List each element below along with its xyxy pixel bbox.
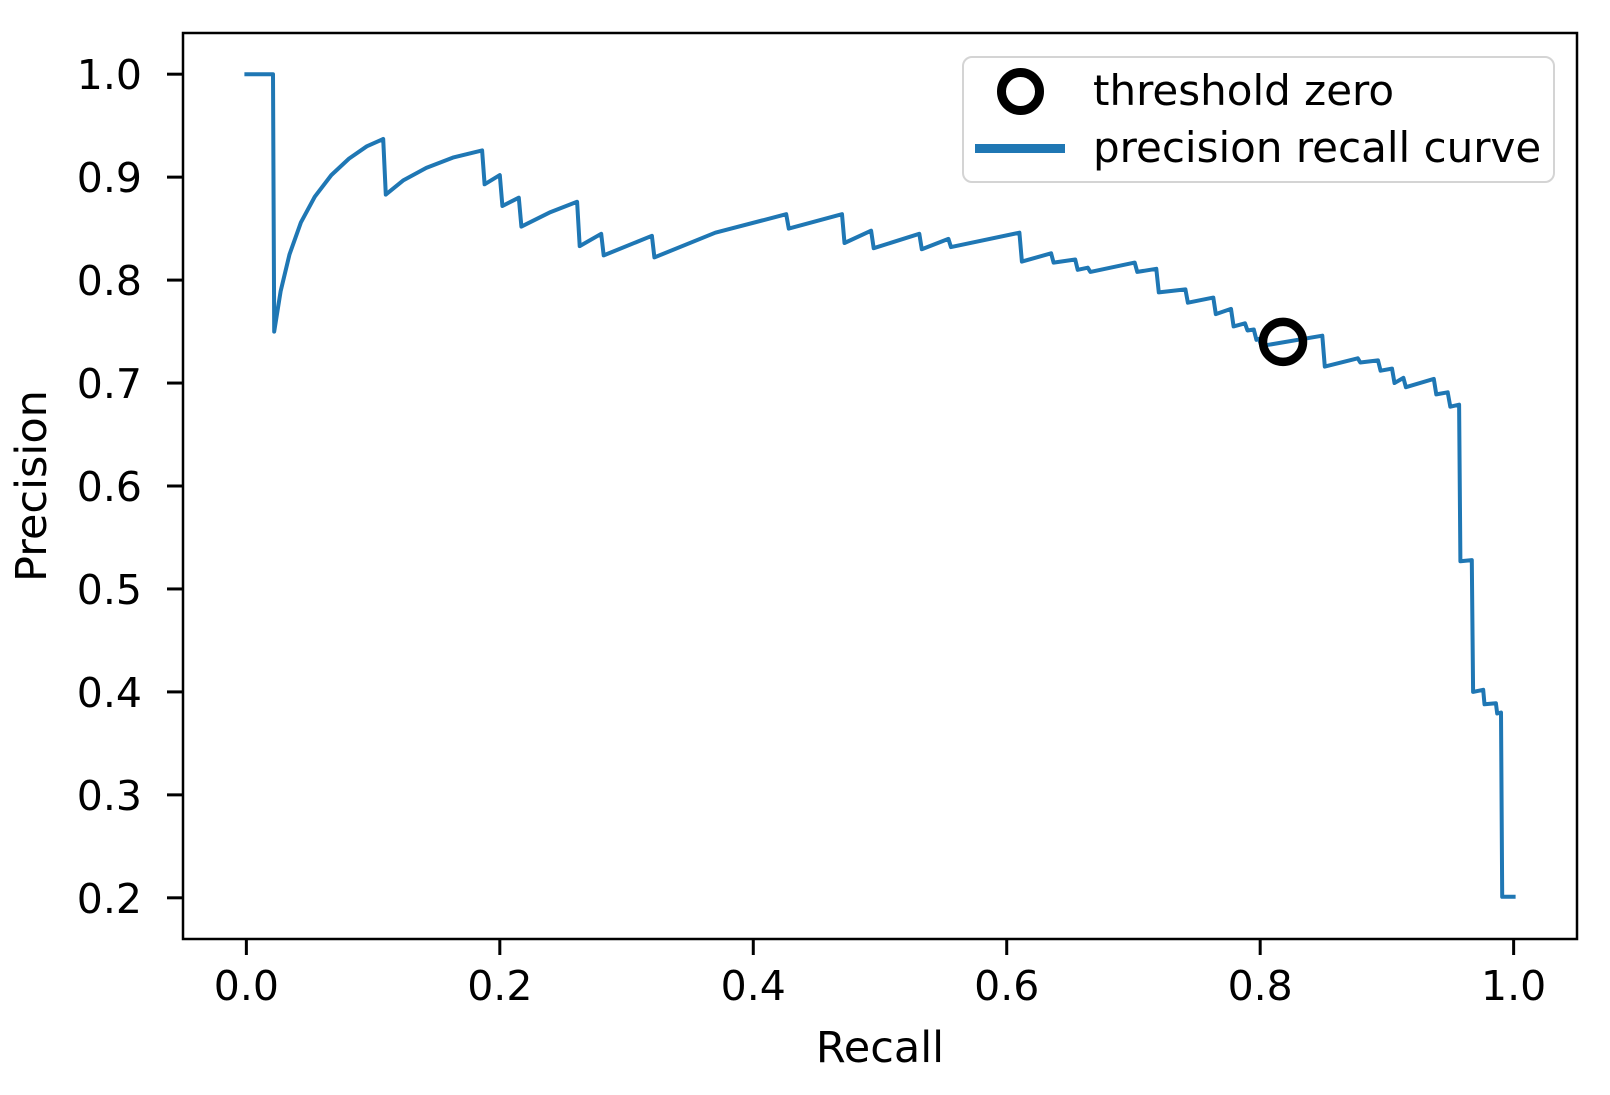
legend-marker-cell bbox=[975, 143, 1065, 153]
y-tick-label: 0.5 bbox=[77, 566, 142, 614]
y-tick-label: 0.7 bbox=[77, 360, 142, 408]
y-tick-label: 0.4 bbox=[77, 669, 142, 717]
legend-item-threshold-zero: threshold zero bbox=[975, 65, 1547, 117]
precision-recall-curve bbox=[244, 72, 1516, 899]
y-tick-label: 0.2 bbox=[77, 875, 142, 923]
y-tick-label: 1.0 bbox=[77, 51, 142, 99]
x-tick-label: 1.0 bbox=[1481, 962, 1546, 1010]
x-tick-label: 0.0 bbox=[214, 962, 279, 1010]
x-axis-label: Recall bbox=[816, 1023, 944, 1073]
legend-item-pr-curve: precision recall curve bbox=[975, 122, 1547, 174]
y-tick-label: 0.8 bbox=[77, 257, 142, 305]
legend-marker-cell bbox=[975, 67, 1065, 115]
threshold-zero-marker bbox=[1258, 317, 1308, 367]
x-tick-label: 0.2 bbox=[467, 962, 532, 1010]
threshold-zero-circle-icon bbox=[996, 67, 1044, 115]
x-tick-label: 0.6 bbox=[974, 962, 1039, 1010]
y-tick-label: 0.6 bbox=[77, 463, 142, 511]
legend-label-pr-curve: precision recall curve bbox=[1093, 123, 1542, 172]
y-tick-label: 0.9 bbox=[77, 154, 142, 202]
y-tick-label: 0.3 bbox=[77, 772, 142, 820]
legend: threshold zero precision recall curve bbox=[962, 56, 1555, 183]
legend-label-threshold-zero: threshold zero bbox=[1093, 66, 1395, 115]
x-tick-label: 0.8 bbox=[1228, 962, 1293, 1010]
pr-curve-line-icon bbox=[975, 143, 1065, 153]
x-tick-label: 0.4 bbox=[721, 962, 786, 1010]
y-axis-label: Precision bbox=[7, 390, 57, 582]
